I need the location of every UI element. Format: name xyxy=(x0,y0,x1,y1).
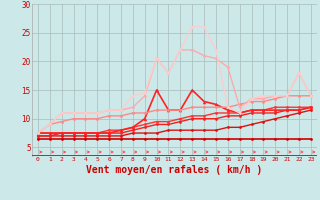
X-axis label: Vent moyen/en rafales ( km/h ): Vent moyen/en rafales ( km/h ) xyxy=(86,165,262,175)
